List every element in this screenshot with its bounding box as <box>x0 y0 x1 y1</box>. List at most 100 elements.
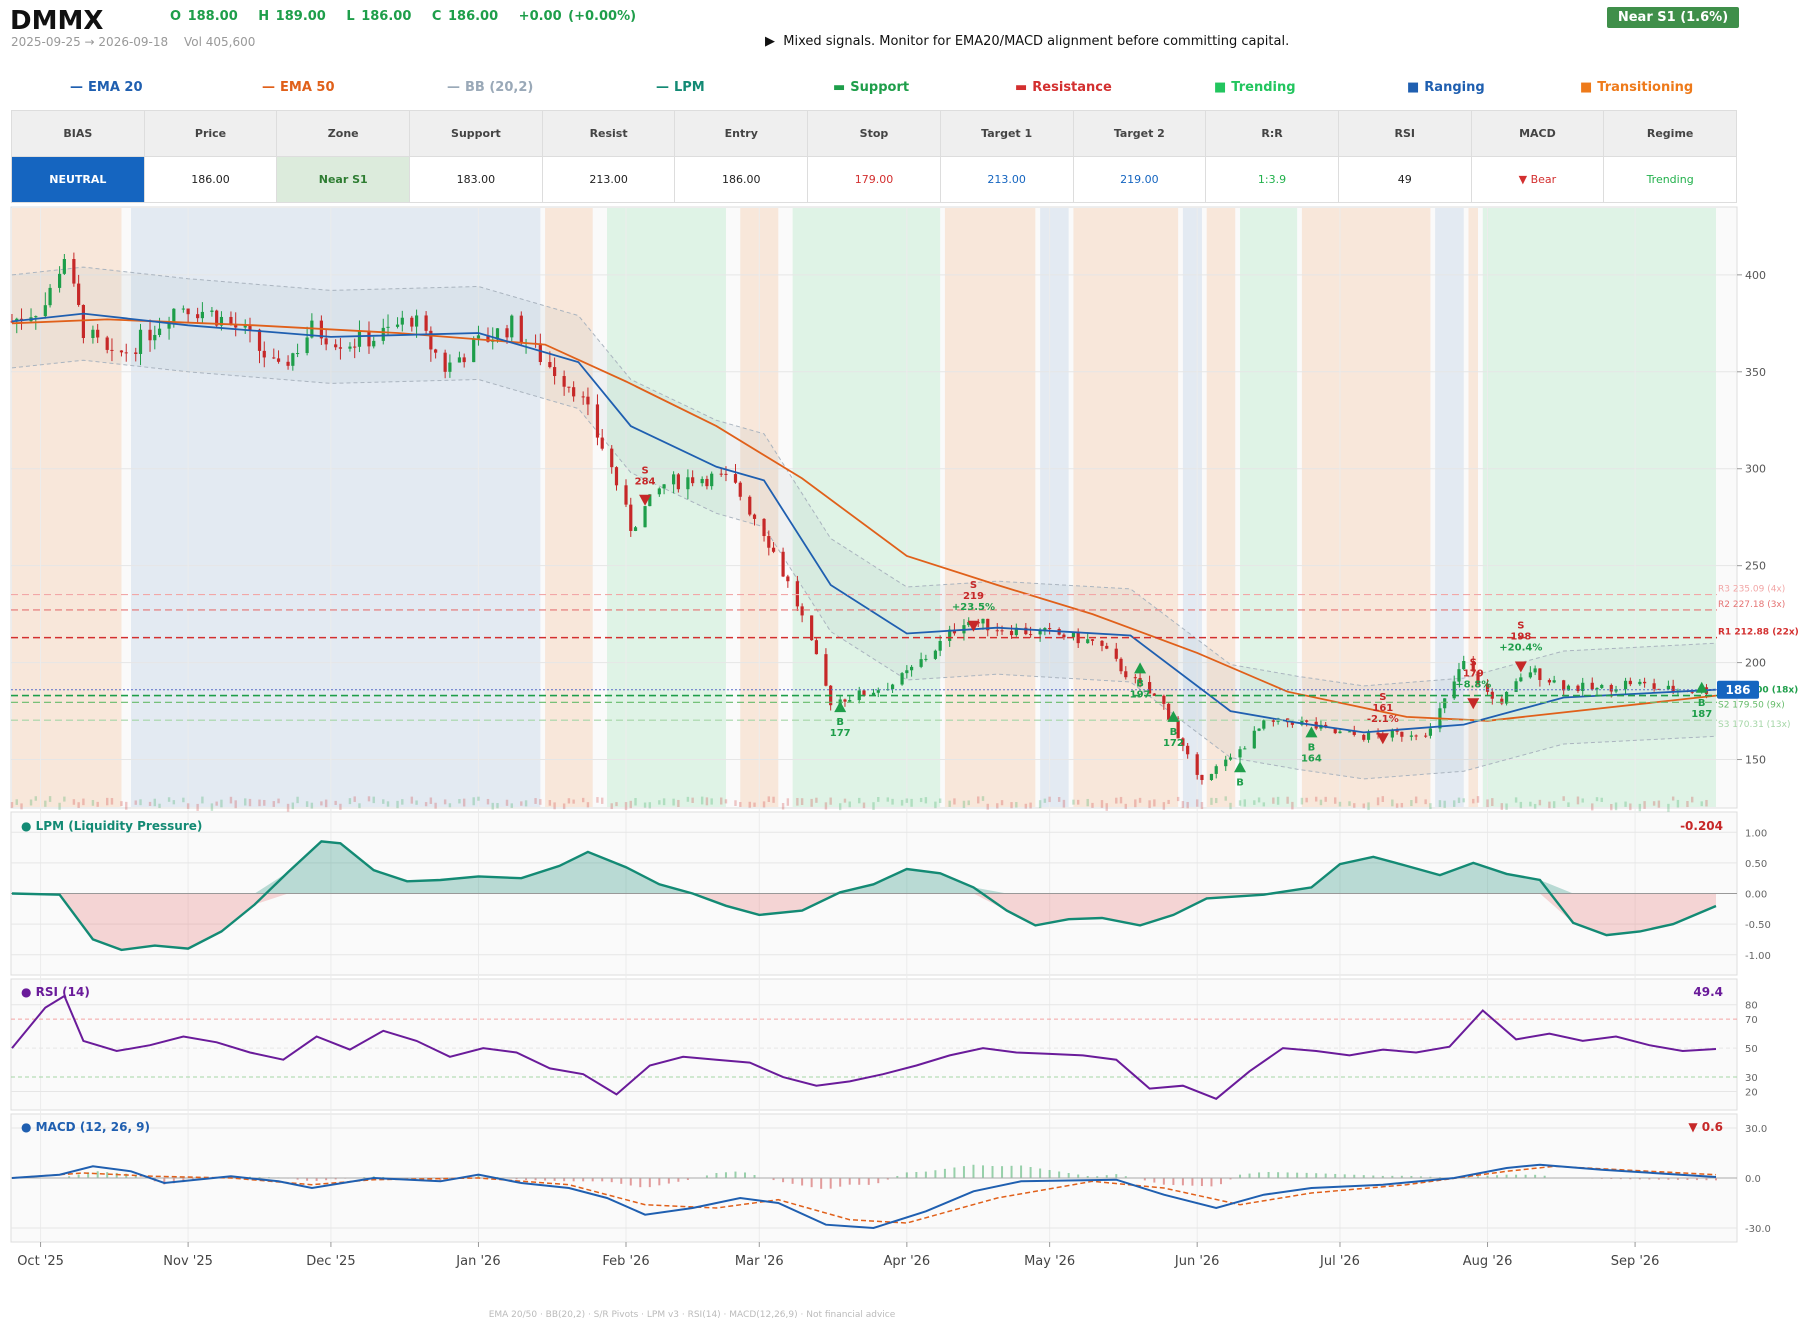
volume-bar <box>320 801 323 806</box>
legend-swatch-icon: — <box>656 80 669 95</box>
play-icon: ▶ <box>765 34 775 49</box>
volume-bar <box>458 799 461 804</box>
volume-bar <box>1200 802 1204 810</box>
macd-histogram-bar <box>820 1178 823 1189</box>
volume-bar <box>1691 796 1694 803</box>
signal-price-label: 164 <box>1301 753 1322 764</box>
candle-body <box>1504 691 1509 704</box>
volume-bar <box>358 803 361 809</box>
macd-histogram-bar <box>1419 1176 1422 1178</box>
volume-bar <box>910 798 913 807</box>
candle-body <box>167 323 171 329</box>
macd-histogram-bar <box>1267 1172 1270 1178</box>
col-header-target-1: Target 1 <box>939 110 1074 157</box>
volume-bar <box>800 798 804 806</box>
legend-item-resistance: ▬ Resistance <box>1015 80 1112 95</box>
volume-bar <box>1276 796 1280 805</box>
volume-bar <box>1676 799 1680 808</box>
regime-band <box>1482 208 1716 807</box>
volume-bar <box>286 803 290 812</box>
y-tick-label: 1.00 <box>1745 828 1767 839</box>
volume-bar <box>1167 799 1170 804</box>
volume-bar <box>72 799 76 805</box>
legend-swatch-icon: ■ <box>1580 80 1593 95</box>
candle-body <box>134 352 138 354</box>
volume-bar <box>1195 799 1199 807</box>
macd-histogram-bar <box>1277 1172 1280 1178</box>
volume-bar <box>1462 798 1465 803</box>
volume-bar <box>443 799 447 805</box>
candle-body <box>1395 730 1399 732</box>
candle-body <box>43 305 47 317</box>
legend-item-support: ▬ Support <box>833 80 909 95</box>
macd-histogram-bar <box>1324 1173 1327 1178</box>
macd-histogram-bar <box>1210 1178 1213 1187</box>
candle-body <box>77 283 81 305</box>
candle-body <box>1086 639 1090 644</box>
macd-histogram-bar <box>1239 1174 1242 1178</box>
col-header-r-r: R:R <box>1205 110 1339 157</box>
volume-bar <box>700 796 704 805</box>
volume-bar <box>986 803 989 810</box>
candle-body <box>1338 731 1342 734</box>
candle-body <box>952 629 957 634</box>
volume-bar <box>1491 798 1494 807</box>
volume-bar <box>91 800 95 806</box>
candle-body <box>1124 671 1128 678</box>
macd-histogram-bar <box>1334 1173 1337 1178</box>
volume-bar <box>310 802 314 809</box>
volume-bar <box>424 802 428 807</box>
legend-item-lpm: — LPM <box>656 80 705 95</box>
candle-body <box>586 396 590 405</box>
macd-histogram-bar <box>829 1178 832 1189</box>
ticker-symbol: DMMX <box>10 6 104 36</box>
candle-body <box>738 482 742 497</box>
volume-bar <box>581 797 585 803</box>
macd-histogram-bar <box>924 1171 927 1178</box>
volume-bar <box>1438 800 1442 808</box>
candle-body <box>748 496 752 515</box>
macd-histogram-bar <box>639 1178 642 1188</box>
volume-bar <box>1348 801 1351 806</box>
volume-bar <box>1134 799 1137 808</box>
volume-bar <box>96 801 99 807</box>
volume-bar <box>1610 803 1613 811</box>
volume-bar <box>1314 796 1318 802</box>
date-range: 2025-09-25 → 2026-09-18 <box>11 35 169 49</box>
volume-bar <box>1319 799 1323 806</box>
volume-bar <box>662 798 666 806</box>
last-price-tag <box>1717 680 1759 699</box>
buy-signal-icon <box>834 701 847 713</box>
candle-body <box>624 485 628 505</box>
volume-bar <box>1010 802 1013 809</box>
x-tick-label: Apr '26 <box>883 1254 930 1269</box>
candle-body <box>305 337 309 354</box>
candle-body <box>1100 640 1104 646</box>
sell-signal-icon <box>1376 733 1389 745</box>
volume-bar <box>1576 796 1580 805</box>
candle-body <box>1014 627 1018 636</box>
macd-histogram-bar <box>782 1178 785 1183</box>
volume-bar <box>1552 801 1556 809</box>
signal-side-label: B <box>1308 742 1316 753</box>
legend-swatch-icon: ■ <box>1214 80 1227 95</box>
volume-bar <box>1286 796 1289 804</box>
macd-histogram-bar <box>306 1178 309 1181</box>
volume-bar <box>234 800 237 809</box>
volume-bar <box>1700 801 1703 807</box>
candle-body <box>1657 688 1661 690</box>
macd-histogram-bar <box>677 1178 680 1182</box>
candle-body <box>1538 668 1542 680</box>
candle-body <box>1028 634 1033 636</box>
macd-histogram-bar <box>810 1178 813 1188</box>
macd-histogram-bar <box>1695 1178 1698 1181</box>
macd-histogram-bar <box>1505 1174 1508 1178</box>
volume-bar <box>629 800 632 809</box>
volume-bar <box>134 800 137 805</box>
macd-histogram-bar <box>858 1178 861 1185</box>
candle-body <box>57 273 62 288</box>
legend-item-transitioning: ■ Transitioning <box>1580 80 1693 95</box>
candle-body <box>472 338 476 363</box>
macd-histogram-bar <box>943 1168 946 1178</box>
